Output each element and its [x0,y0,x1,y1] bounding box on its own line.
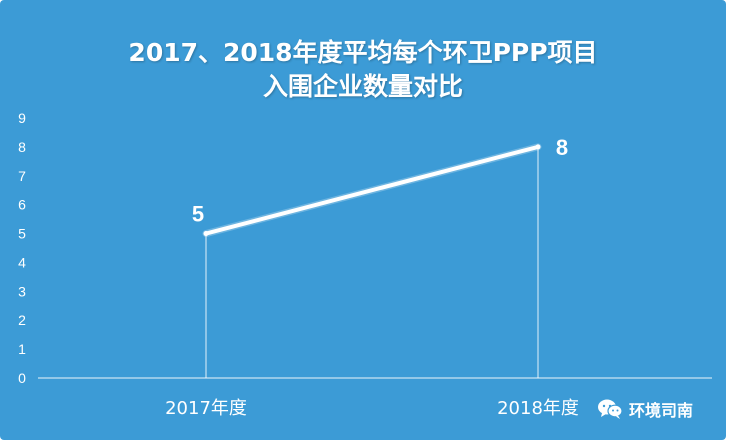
y-tick-label: 5 [18,226,26,242]
data-label: 5 [192,202,204,227]
data-point [535,144,541,150]
y-tick-label: 8 [18,139,26,155]
y-tick-label: 6 [18,197,26,213]
wechat-icon [597,398,623,420]
y-tick-label: 7 [18,168,26,184]
x-category-label: 2017年度 [165,398,247,419]
chart-title-line-1: 2017、2018年度平均每个环卫PPP项目 [128,38,598,67]
y-tick-label: 4 [18,254,26,270]
y-tick-label: 0 [18,370,26,386]
y-tick-label: 3 [18,283,26,299]
watermark-text: 环境司南 [629,401,694,420]
x-category-label: 2018年度 [497,398,579,419]
y-tick-label: 1 [18,341,26,357]
watermark: 环境司南 [597,396,693,422]
y-tick-label: 9 [18,110,26,126]
y-tick-label: 2 [18,312,26,328]
data-label: 8 [556,135,568,160]
data-point [203,231,209,237]
series-line [204,144,540,236]
chart-title-line-2: 入围企业数量对比 [262,72,463,101]
